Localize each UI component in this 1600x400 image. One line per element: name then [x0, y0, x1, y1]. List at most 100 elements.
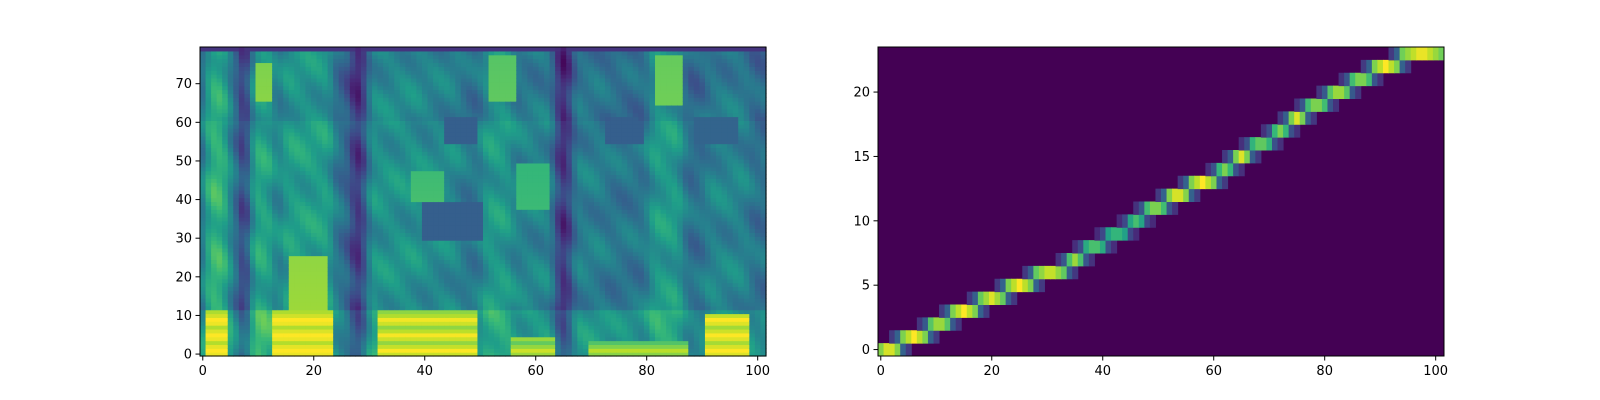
spectrogram-cell — [427, 97, 434, 102]
spectrogram-cell — [216, 159, 223, 164]
spectrogram-cell — [460, 224, 467, 230]
spectrogram-cell — [505, 189, 512, 195]
spectrogram-cell — [521, 112, 528, 118]
spectrogram-cell — [394, 278, 401, 284]
spectrogram-cell — [327, 263, 334, 268]
spectrogram-cell — [455, 224, 462, 230]
spectrogram-cell — [222, 81, 229, 87]
spectrogram-cell — [294, 325, 301, 330]
spectrogram-cell — [438, 131, 445, 137]
spectrogram-cell — [244, 116, 251, 121]
spectrogram-cell — [510, 220, 517, 226]
spectrogram-cell — [399, 166, 406, 172]
spectrogram-cell — [366, 128, 373, 133]
spectrogram-cell — [421, 162, 429, 168]
spectrogram-cell — [355, 328, 362, 334]
spectrogram-cell — [249, 305, 257, 311]
spectrogram-cell — [505, 131, 512, 137]
spectrogram-cell — [227, 193, 234, 199]
spectrogram-cell — [222, 309, 229, 315]
spectrogram-cell — [438, 58, 445, 64]
spectrogram-cell — [355, 97, 362, 102]
spectrogram-cell — [466, 193, 473, 199]
spectrogram-cell — [299, 159, 307, 164]
spectrogram-cell — [200, 205, 207, 210]
spectrogram-cell — [327, 178, 334, 183]
spectrogram-cell — [244, 352, 251, 357]
spectrogram-cell — [499, 274, 506, 280]
spectrogram-cell — [416, 305, 423, 311]
spectrogram-cell — [444, 216, 451, 222]
spectrogram-cell — [416, 182, 423, 187]
spectrogram-cell — [516, 340, 523, 346]
spectrogram-cell — [516, 263, 523, 268]
spectrogram-cell — [466, 251, 473, 257]
spectrogram-cell — [283, 286, 290, 291]
spectrogram-cell — [494, 294, 501, 299]
spectrogram-cell — [388, 139, 395, 145]
spectrogram-cell — [277, 201, 284, 206]
spectrogram-cell — [288, 70, 295, 75]
spectrogram-cell — [466, 116, 473, 121]
spectrogram-cell — [538, 348, 545, 353]
spectrogram-cell — [216, 251, 223, 257]
spectrogram-cell — [372, 255, 379, 261]
spectrogram-cell — [366, 294, 373, 299]
spectrogram-cell — [277, 263, 284, 268]
spectrogram-cell — [510, 340, 517, 346]
spectrogram-cell — [316, 77, 323, 83]
spectrogram-cell — [538, 58, 545, 64]
spectrogram-cell — [305, 58, 312, 64]
spectrogram-cell — [294, 159, 301, 164]
spectrogram-cell — [299, 243, 307, 249]
spectrogram-cell — [294, 189, 301, 195]
spectrogram-cell — [327, 174, 334, 179]
spectrogram-cell — [227, 174, 234, 179]
spectrogram-cell — [494, 182, 501, 187]
spectrogram-cell — [344, 332, 351, 338]
spectrogram-cell — [255, 174, 262, 179]
spectrogram-cell — [255, 243, 262, 249]
spectrogram-cell — [516, 259, 523, 264]
spectrogram-cell — [338, 108, 345, 114]
spectrogram-cell — [255, 81, 262, 87]
spectrogram-cell — [532, 174, 540, 179]
spectrogram-cell — [499, 85, 506, 91]
spectrogram-cell — [238, 321, 245, 326]
spectrogram-cell — [233, 209, 240, 214]
spectrogram-cell — [527, 332, 534, 338]
spectrogram-cell — [238, 224, 245, 230]
spectrogram-cell — [277, 267, 284, 272]
spectrogram-cell — [288, 328, 295, 334]
spectrogram-cell — [299, 70, 307, 75]
spectrogram-cell — [283, 174, 290, 179]
spectrogram-cell — [433, 259, 440, 264]
spectrogram-cell — [360, 58, 368, 64]
spectrogram-cell — [227, 197, 234, 203]
spectrogram-cell — [516, 267, 523, 272]
spectrogram-cell — [249, 178, 257, 183]
spectrogram-cell — [360, 147, 368, 152]
spectrogram-cell — [299, 247, 307, 253]
spectrogram-cell — [449, 70, 456, 75]
spectrogram-cell — [488, 135, 495, 141]
spectrogram-cell — [433, 97, 440, 102]
spectrogram-cell — [405, 58, 412, 64]
spectrogram-cell — [421, 170, 429, 176]
spectrogram-cell — [499, 205, 506, 210]
spectrogram-cell — [338, 124, 345, 129]
spectrogram-cell — [255, 209, 262, 214]
spectrogram-cell — [460, 97, 467, 102]
spectrogram-cell — [399, 294, 406, 299]
spectrogram-cell — [200, 267, 207, 272]
spectrogram-cell — [544, 224, 551, 230]
spectrogram-cell — [360, 143, 368, 149]
spectrogram-cell — [449, 352, 456, 357]
spectrogram-cell — [249, 286, 257, 291]
spectrogram-cell — [405, 135, 412, 141]
spectrogram-cell — [272, 243, 279, 249]
spectrogram-cell — [477, 240, 484, 245]
spectrogram-cell — [399, 290, 406, 295]
spectrogram-cell — [200, 166, 207, 172]
spectrogram-cell — [227, 352, 234, 357]
